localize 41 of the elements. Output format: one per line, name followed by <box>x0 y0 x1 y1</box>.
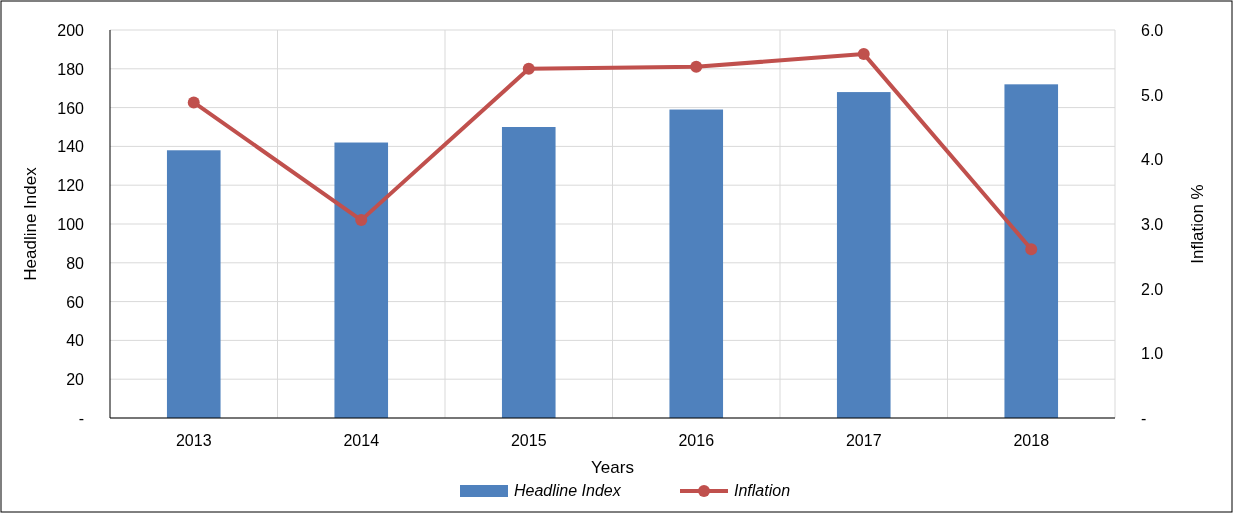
bar <box>334 142 389 418</box>
y-tick-label: 180 <box>57 60 85 78</box>
y2-tick-label: - <box>1141 410 1147 427</box>
y-tick-label: 200 <box>57 22 85 39</box>
point <box>355 214 368 227</box>
bar <box>669 109 724 418</box>
y-tick-label: 60 <box>66 293 85 311</box>
point <box>187 96 200 109</box>
bar <box>166 150 221 418</box>
y2-tick-label: 1.0 <box>1141 345 1164 363</box>
point <box>857 47 870 60</box>
x-tick-label: 2014 <box>343 432 380 449</box>
legend-label: Inflation <box>734 482 791 499</box>
point <box>1025 243 1038 256</box>
x-tick-label: 2017 <box>845 432 882 449</box>
y-tick-label: 140 <box>57 138 85 156</box>
x-tick-label: 2015 <box>510 432 547 449</box>
x-tick-label: 2013 <box>175 432 212 449</box>
x-tick-label: 2016 <box>678 432 715 449</box>
point <box>522 62 535 75</box>
bar <box>1004 84 1059 418</box>
y2-tick-label: 6.0 <box>1141 22 1164 39</box>
x-axis-title: Years <box>591 458 634 477</box>
y-axis-title: Headline Index <box>21 166 40 281</box>
y-tick-label: 120 <box>57 177 85 195</box>
bar <box>836 92 891 418</box>
y2-axis-title: Inflation % <box>1188 184 1207 264</box>
y-tick-label: 20 <box>66 371 85 389</box>
y-tick-label: 40 <box>66 332 85 350</box>
x-tick-label: 2018 <box>1013 432 1050 449</box>
y2-tick-label: 4.0 <box>1141 151 1164 169</box>
y-tick-label: - <box>78 410 84 427</box>
y2-tick-label: 3.0 <box>1141 216 1164 233</box>
y-tick-label: 80 <box>66 254 85 272</box>
legend-label: Headline Index <box>514 482 622 499</box>
y-tick-label: 160 <box>57 99 85 117</box>
y2-tick-label: 5.0 <box>1141 86 1164 104</box>
point <box>690 60 703 73</box>
bar <box>501 127 556 418</box>
y2-tick-label: 2.0 <box>1141 280 1164 298</box>
y-tick-label: 100 <box>57 216 85 233</box>
